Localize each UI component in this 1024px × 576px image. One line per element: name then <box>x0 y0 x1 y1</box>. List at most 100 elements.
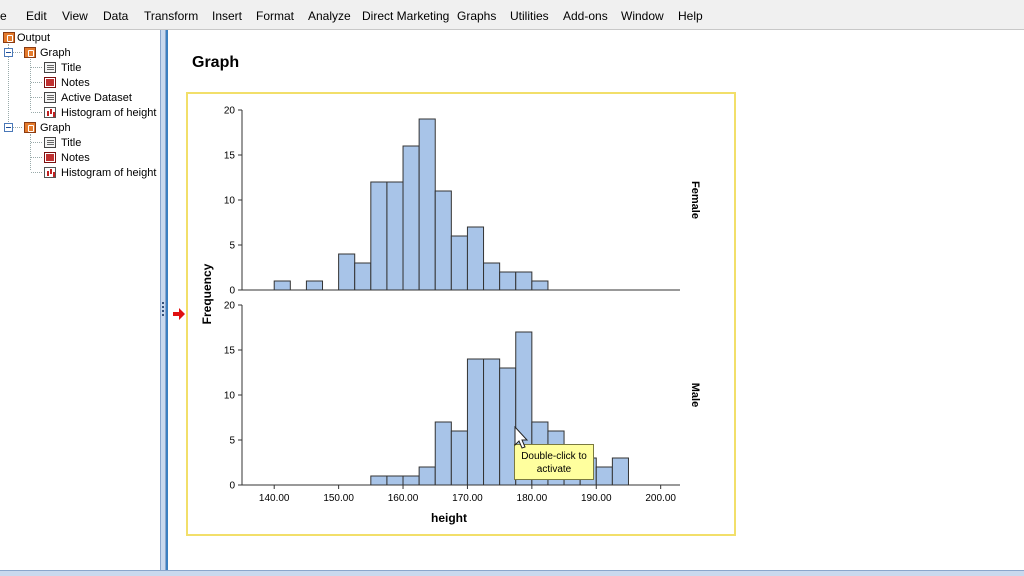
histogram-bar <box>418 118 436 291</box>
y-tick-label: 20 <box>224 106 236 117</box>
tree-connector <box>31 82 42 83</box>
menu-item-e[interactable]: e <box>0 9 7 23</box>
tree-item-output[interactable]: Output <box>17 32 51 44</box>
splitter-grip-icon[interactable] <box>162 302 166 316</box>
histogram-bar <box>386 181 404 291</box>
notes-icon <box>44 152 56 163</box>
menu-item-transform[interactable]: Transform <box>144 9 199 23</box>
x-tick-label: 190.00 <box>581 493 612 504</box>
chart-svg: 0 5 10 15 20 Female 0 5 10 15 20 Male 140.00 150.00 16… <box>200 106 701 526</box>
x-tick-label: 170.00 <box>452 493 483 504</box>
y-axis-title: Frequency <box>200 263 214 324</box>
menu-item-window[interactable]: Window <box>621 9 664 23</box>
histogram-bar <box>338 253 356 291</box>
chart-icon <box>44 167 56 178</box>
tree-item-histogram-of-height[interactable]: Histogram of height <box>61 107 157 119</box>
y-tick-label: 20 <box>224 301 236 312</box>
menu-item-add-ons[interactable]: Add-ons <box>563 9 608 23</box>
current-item-arrow-icon <box>173 308 185 320</box>
histogram-bar <box>450 235 468 291</box>
tree-item-notes[interactable]: Notes <box>61 152 90 164</box>
histogram-bar <box>418 466 436 486</box>
y-tick-label: 10 <box>224 196 236 207</box>
y-tick-label: 15 <box>224 151 236 162</box>
tree-item-histogram-of-height[interactable]: Histogram of height <box>61 167 157 179</box>
tree-connector <box>31 142 42 143</box>
x-tick-label: 140.00 <box>259 493 290 504</box>
bottom-scrollbar[interactable] <box>0 570 1024 576</box>
tree-connector <box>8 44 9 122</box>
histogram-bar <box>483 262 501 291</box>
menu-item-format[interactable]: Format <box>256 9 295 23</box>
chart-icon <box>44 107 56 118</box>
histogram-bar <box>531 280 549 291</box>
histogram-bar <box>386 475 404 486</box>
graph-book-icon <box>24 122 36 133</box>
tree-connector <box>31 172 42 173</box>
menu-item-help[interactable]: Help <box>678 9 703 23</box>
histogram-bar <box>434 421 452 486</box>
histogram-bar <box>402 475 420 486</box>
menu-item-edit[interactable]: Edit <box>26 9 47 23</box>
menu-item-utilities[interactable]: Utilities <box>510 9 549 23</box>
histogram-bar <box>466 226 485 291</box>
histogram-bar <box>402 145 420 291</box>
title-doc-icon <box>44 62 56 73</box>
notes-icon <box>44 77 56 88</box>
histogram-bar <box>611 457 629 486</box>
histogram-bar <box>483 358 501 486</box>
y-tick-label: 0 <box>229 286 235 297</box>
y-tick-label: 0 <box>229 481 235 492</box>
outline-pane: Output Graph Title Notes Active Dataset Histo… <box>0 30 160 576</box>
menu-item-insert[interactable]: Insert <box>212 9 243 23</box>
menu-item-analyze[interactable]: Analyze <box>308 9 351 23</box>
tree-connector <box>13 127 22 128</box>
histogram-bar <box>370 475 388 486</box>
pane-splitter[interactable] <box>160 30 166 576</box>
histogram-bar <box>515 271 533 291</box>
x-tick-label: 180.00 <box>517 493 548 504</box>
x-tick-label: 200.00 <box>645 493 676 504</box>
histogram-chart[interactable]: 0 5 10 15 20 Female 0 5 10 15 20 Male 140.00 150.00 16… <box>186 92 736 536</box>
y-tick-label: 15 <box>224 346 236 357</box>
collapse-icon[interactable] <box>4 48 13 57</box>
tree-connector <box>31 97 42 98</box>
histogram-bar <box>273 280 291 291</box>
activate-tooltip: Double-click to activate <box>514 444 594 480</box>
tree-item-title[interactable]: Title <box>61 62 82 74</box>
tree-item-graph[interactable]: Graph <box>40 47 71 59</box>
histogram-bar <box>595 466 613 486</box>
menu-item-graphs[interactable]: Graphs <box>457 9 497 23</box>
histogram-bar <box>354 262 372 291</box>
tree-item-notes[interactable]: Notes <box>61 77 90 89</box>
output-tree: Output Graph Title Notes Active Dataset Histo… <box>0 30 160 190</box>
y-tick-label: 10 <box>224 391 236 402</box>
tree-connector <box>30 134 31 170</box>
histogram-bar <box>466 358 485 486</box>
histogram-bar <box>370 181 388 291</box>
tree-connector <box>31 157 42 158</box>
menu-item-view[interactable]: View <box>62 9 88 23</box>
tree-item-graph[interactable]: Graph <box>40 122 71 134</box>
graph-book-icon <box>24 47 36 58</box>
tooltip-line-1: Double-click to <box>521 451 587 462</box>
y-tick-label: 5 <box>229 241 235 252</box>
panel-label: Female <box>689 181 701 219</box>
tree-connector <box>31 112 42 113</box>
tooltip-line-2: activate <box>536 464 572 475</box>
menu-item-data[interactable]: Data <box>103 9 129 23</box>
output-icon <box>3 32 15 43</box>
dataset-doc-icon <box>44 92 56 103</box>
x-tick-label: 150.00 <box>323 493 354 504</box>
title-doc-icon <box>44 137 56 148</box>
tree-connector <box>31 67 42 68</box>
y-tick-label: 5 <box>229 436 235 447</box>
histogram-bar <box>434 190 452 291</box>
tree-connector <box>13 52 22 53</box>
tree-item-title[interactable]: Title <box>61 137 82 149</box>
menu-bar: e Edit View Data Transform Insert Format Analyz… <box>0 0 1024 30</box>
x-axis-title: height <box>431 511 467 525</box>
menu-item-direct-marketing[interactable]: Direct Marketing <box>362 9 450 23</box>
collapse-icon[interactable] <box>4 123 13 132</box>
tree-item-active-dataset[interactable]: Active Dataset <box>61 92 132 104</box>
